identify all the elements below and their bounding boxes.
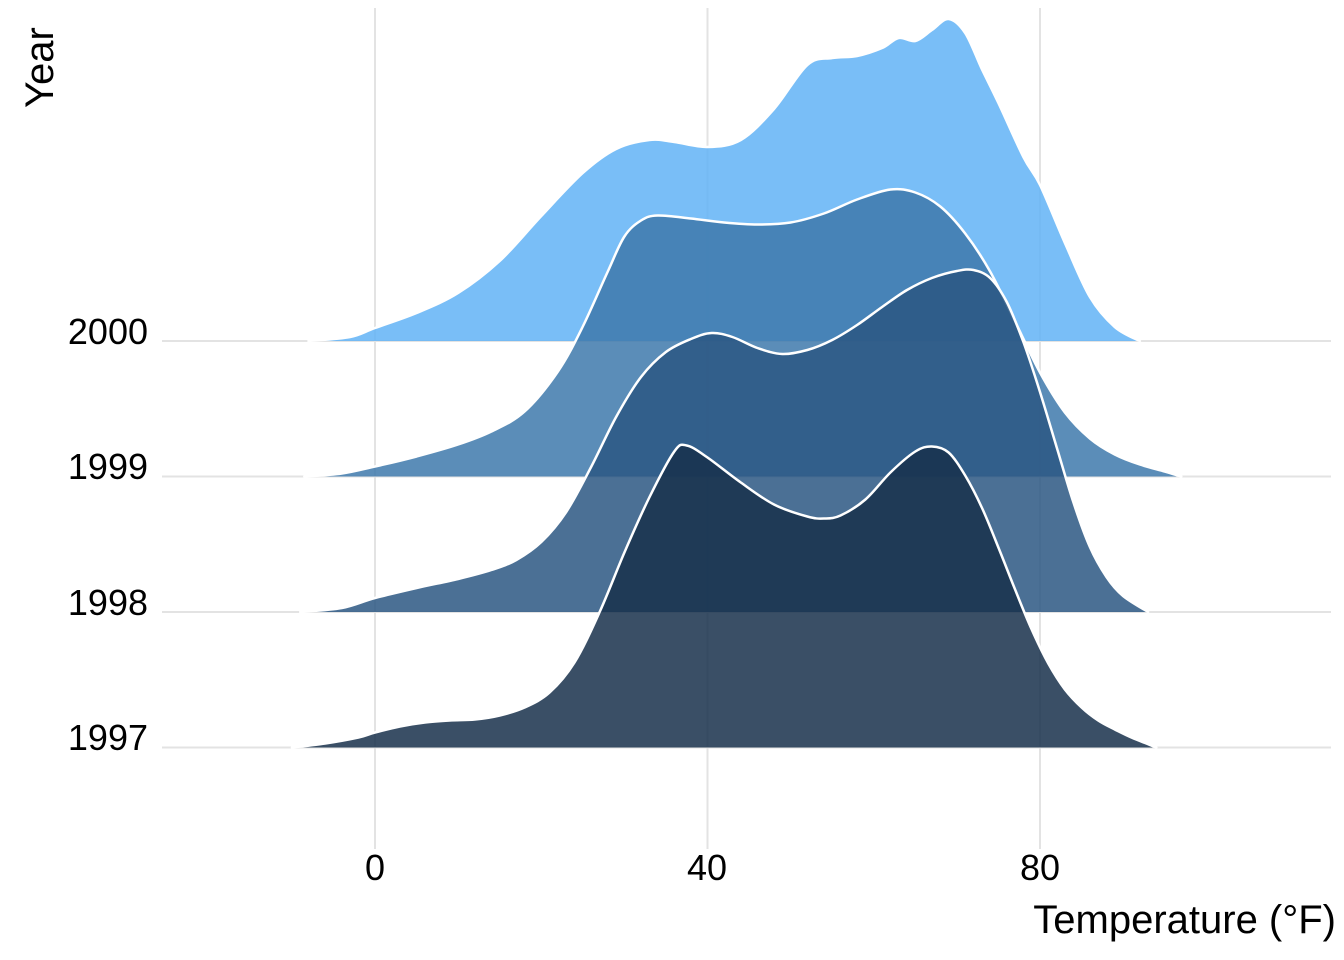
ridge-outline-1999 — [303, 187, 1183, 478]
ridge-1997 — [290, 443, 1158, 749]
ridge-outline-2000 — [307, 17, 1142, 343]
x-tick-label-0: 0 — [364, 847, 386, 888]
y-axis-title: Year — [18, 27, 62, 108]
ridge-fill-1997 — [291, 444, 1157, 748]
y-tick-label-1997: 1997 — [67, 717, 148, 758]
y-tick-label-1998: 1998 — [67, 582, 148, 623]
y-tick-label-2000: 2000 — [67, 311, 148, 352]
ridge-outline-1997 — [290, 443, 1158, 749]
x-tick-label-40: 40 — [686, 847, 728, 888]
ridge-outline-1998 — [298, 268, 1150, 614]
x-tick-label-80: 80 — [1019, 847, 1061, 888]
x-axis-title: Temperature (°F) — [1033, 898, 1336, 942]
y-tick-label-1999: 1999 — [67, 446, 148, 487]
